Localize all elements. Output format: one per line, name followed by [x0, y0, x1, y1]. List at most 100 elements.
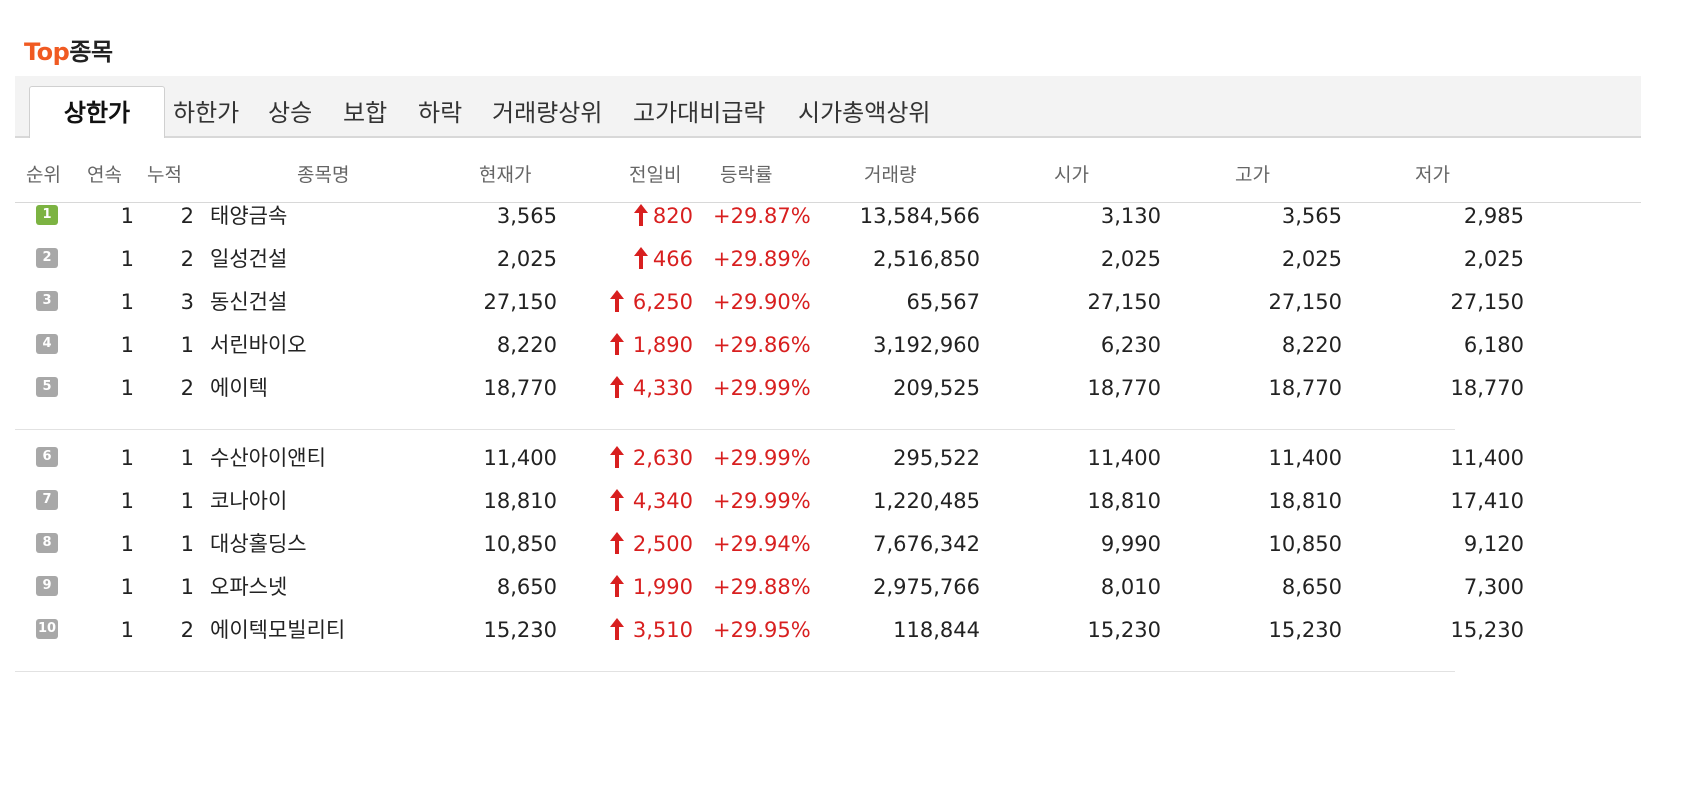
cell-low: 2,025 [1463, 247, 1524, 271]
cell-price: 2,025 [496, 247, 557, 271]
cell-price: 11,400 [483, 446, 557, 470]
cell-volume: 295,522 [893, 446, 980, 470]
tab-lower-limit[interactable]: 하한가 [173, 99, 240, 127]
cell-change: 2,500 [632, 532, 693, 556]
table-row[interactable]: 9 1 1 오파스넷 8,650 1,990 +29.88% 2,975,766 8,010 8,… [0, 564, 1682, 610]
rank-badge: 8 [36, 533, 58, 553]
cell-change: 1,890 [632, 333, 693, 357]
cell-high: 10,850 [1268, 532, 1342, 556]
cell-price: 10,850 [483, 532, 557, 556]
up-arrow-icon [610, 532, 624, 554]
cell-name[interactable]: 오파스넷 [210, 575, 288, 599]
cell-name[interactable]: 동신건설 [210, 290, 288, 314]
cell-open: 27,150 [1087, 290, 1161, 314]
cell-streak: 1 [120, 290, 134, 314]
cell-total: 2 [180, 376, 194, 400]
cell-high: 27,150 [1268, 290, 1342, 314]
cell-total: 2 [180, 618, 194, 642]
tab-flat[interactable]: 보합 [343, 99, 388, 127]
table-row[interactable]: 3 1 3 동신건설 27,150 6,250 +29.90% 65,567 27,150 27,… [0, 279, 1682, 325]
up-arrow-icon [610, 575, 624, 597]
cell-price: 15,230 [483, 618, 557, 642]
cell-name[interactable]: 태양금속 [210, 204, 288, 228]
col-header-streak: 연속 [87, 164, 122, 186]
cell-streak: 1 [120, 575, 134, 599]
rank-badge: 3 [36, 291, 58, 311]
tab-volume-top[interactable]: 거래량상위 [492, 99, 603, 127]
cell-volume: 65,567 [906, 290, 980, 314]
up-arrow-icon [610, 290, 624, 312]
cell-total: 2 [180, 204, 194, 228]
cell-total: 1 [180, 489, 194, 513]
cell-rate: +29.90% [713, 290, 811, 314]
cell-volume: 7,676,342 [873, 532, 980, 556]
col-header-rate: 등락률 [720, 164, 773, 186]
table-row[interactable]: 6 1 1 수산아이앤티 11,400 2,630 +29.99% 295,522 11,400… [0, 435, 1682, 481]
cell-price: 3,565 [496, 204, 557, 228]
cell-high: 8,220 [1281, 333, 1342, 357]
cell-change: 820 [652, 204, 693, 228]
header-divider [15, 202, 1641, 203]
cell-volume: 2,516,850 [873, 247, 980, 271]
tab-fall[interactable]: 하락 [418, 99, 463, 127]
tab-upper-limit[interactable]: 상한가 [29, 86, 165, 138]
table-row[interactable]: 2 1 2 일성건설 2,025 466 +29.89% 2,516,850 2,025 2,02… [0, 236, 1682, 282]
cell-streak: 1 [120, 532, 134, 556]
tab-rise[interactable]: 상승 [268, 99, 313, 127]
cell-low: 9,120 [1463, 532, 1524, 556]
rank-badge: 10 [36, 619, 58, 639]
cell-total: 1 [180, 446, 194, 470]
cell-volume: 2,975,766 [873, 575, 980, 599]
cell-streak: 1 [120, 376, 134, 400]
col-header-low: 저가 [1415, 164, 1450, 186]
group-divider [15, 429, 1455, 430]
table-row[interactable]: 1 1 2 태양금속 3,565 820 +29.87% 13,584,566 3,130 3,5… [0, 193, 1682, 239]
cell-change: 3,510 [632, 618, 693, 642]
cell-change: 1,990 [632, 575, 693, 599]
cell-open: 9,990 [1100, 532, 1161, 556]
cell-change: 4,340 [632, 489, 693, 513]
cell-name[interactable]: 일성건설 [210, 247, 288, 271]
cell-change: 466 [652, 247, 693, 271]
section-title-rest: 종목 [69, 38, 113, 66]
up-arrow-icon [610, 489, 624, 511]
cell-price: 18,810 [483, 489, 557, 513]
cell-streak: 1 [120, 333, 134, 357]
cell-low: 15,230 [1450, 618, 1524, 642]
cell-change: 2,630 [632, 446, 693, 470]
table-row[interactable]: 10 1 2 에이텍모빌리티 15,230 3,510 +29.95% 118,844 15,2… [0, 607, 1682, 653]
tab-bar: 상한가 하한가 상승 보합 하락 거래량상위 고가대비급락 시가총액상위 [15, 76, 1641, 138]
cell-price: 18,770 [483, 376, 557, 400]
cell-streak: 1 [120, 204, 134, 228]
cell-name[interactable]: 수산아이앤티 [210, 446, 326, 470]
cell-streak: 1 [120, 618, 134, 642]
cell-change: 6,250 [632, 290, 693, 314]
rank-badge: 6 [36, 447, 58, 467]
cell-name[interactable]: 에이텍 [210, 376, 268, 400]
cell-high: 11,400 [1268, 446, 1342, 470]
cell-rate: +29.86% [713, 333, 811, 357]
cell-name[interactable]: 서린바이오 [210, 333, 307, 357]
cell-total: 1 [180, 575, 194, 599]
cell-name[interactable]: 코나아이 [210, 489, 288, 513]
cell-price: 27,150 [483, 290, 557, 314]
up-arrow-icon [634, 247, 648, 269]
tab-sharp-drop[interactable]: 고가대비급락 [633, 99, 766, 127]
cell-high: 8,650 [1281, 575, 1342, 599]
cell-name[interactable]: 대상홀딩스 [210, 532, 307, 556]
cell-rate: +29.95% [713, 618, 811, 642]
table-row[interactable]: 5 1 2 에이텍 18,770 4,330 +29.99% 209,525 18,770 18,… [0, 365, 1682, 411]
rank-badge: 4 [36, 334, 58, 354]
tab-market-cap-top[interactable]: 시가총액상위 [798, 99, 931, 127]
table-row[interactable]: 4 1 1 서린바이오 8,220 1,890 +29.86% 3,192,960 6,230 8… [0, 322, 1682, 368]
table-row[interactable]: 8 1 1 대상홀딩스 10,850 2,500 +29.94% 7,676,342 9,990… [0, 521, 1682, 567]
cell-high: 18,810 [1268, 489, 1342, 513]
cell-high: 15,230 [1268, 618, 1342, 642]
cell-volume: 3,192,960 [873, 333, 980, 357]
cell-name[interactable]: 에이텍모빌리티 [210, 618, 346, 642]
up-arrow-icon [610, 618, 624, 640]
cell-low: 17,410 [1450, 489, 1524, 513]
table-row[interactable]: 7 1 1 코나아이 18,810 4,340 +29.99% 1,220,485 18,810… [0, 478, 1682, 524]
cell-total: 1 [180, 333, 194, 357]
